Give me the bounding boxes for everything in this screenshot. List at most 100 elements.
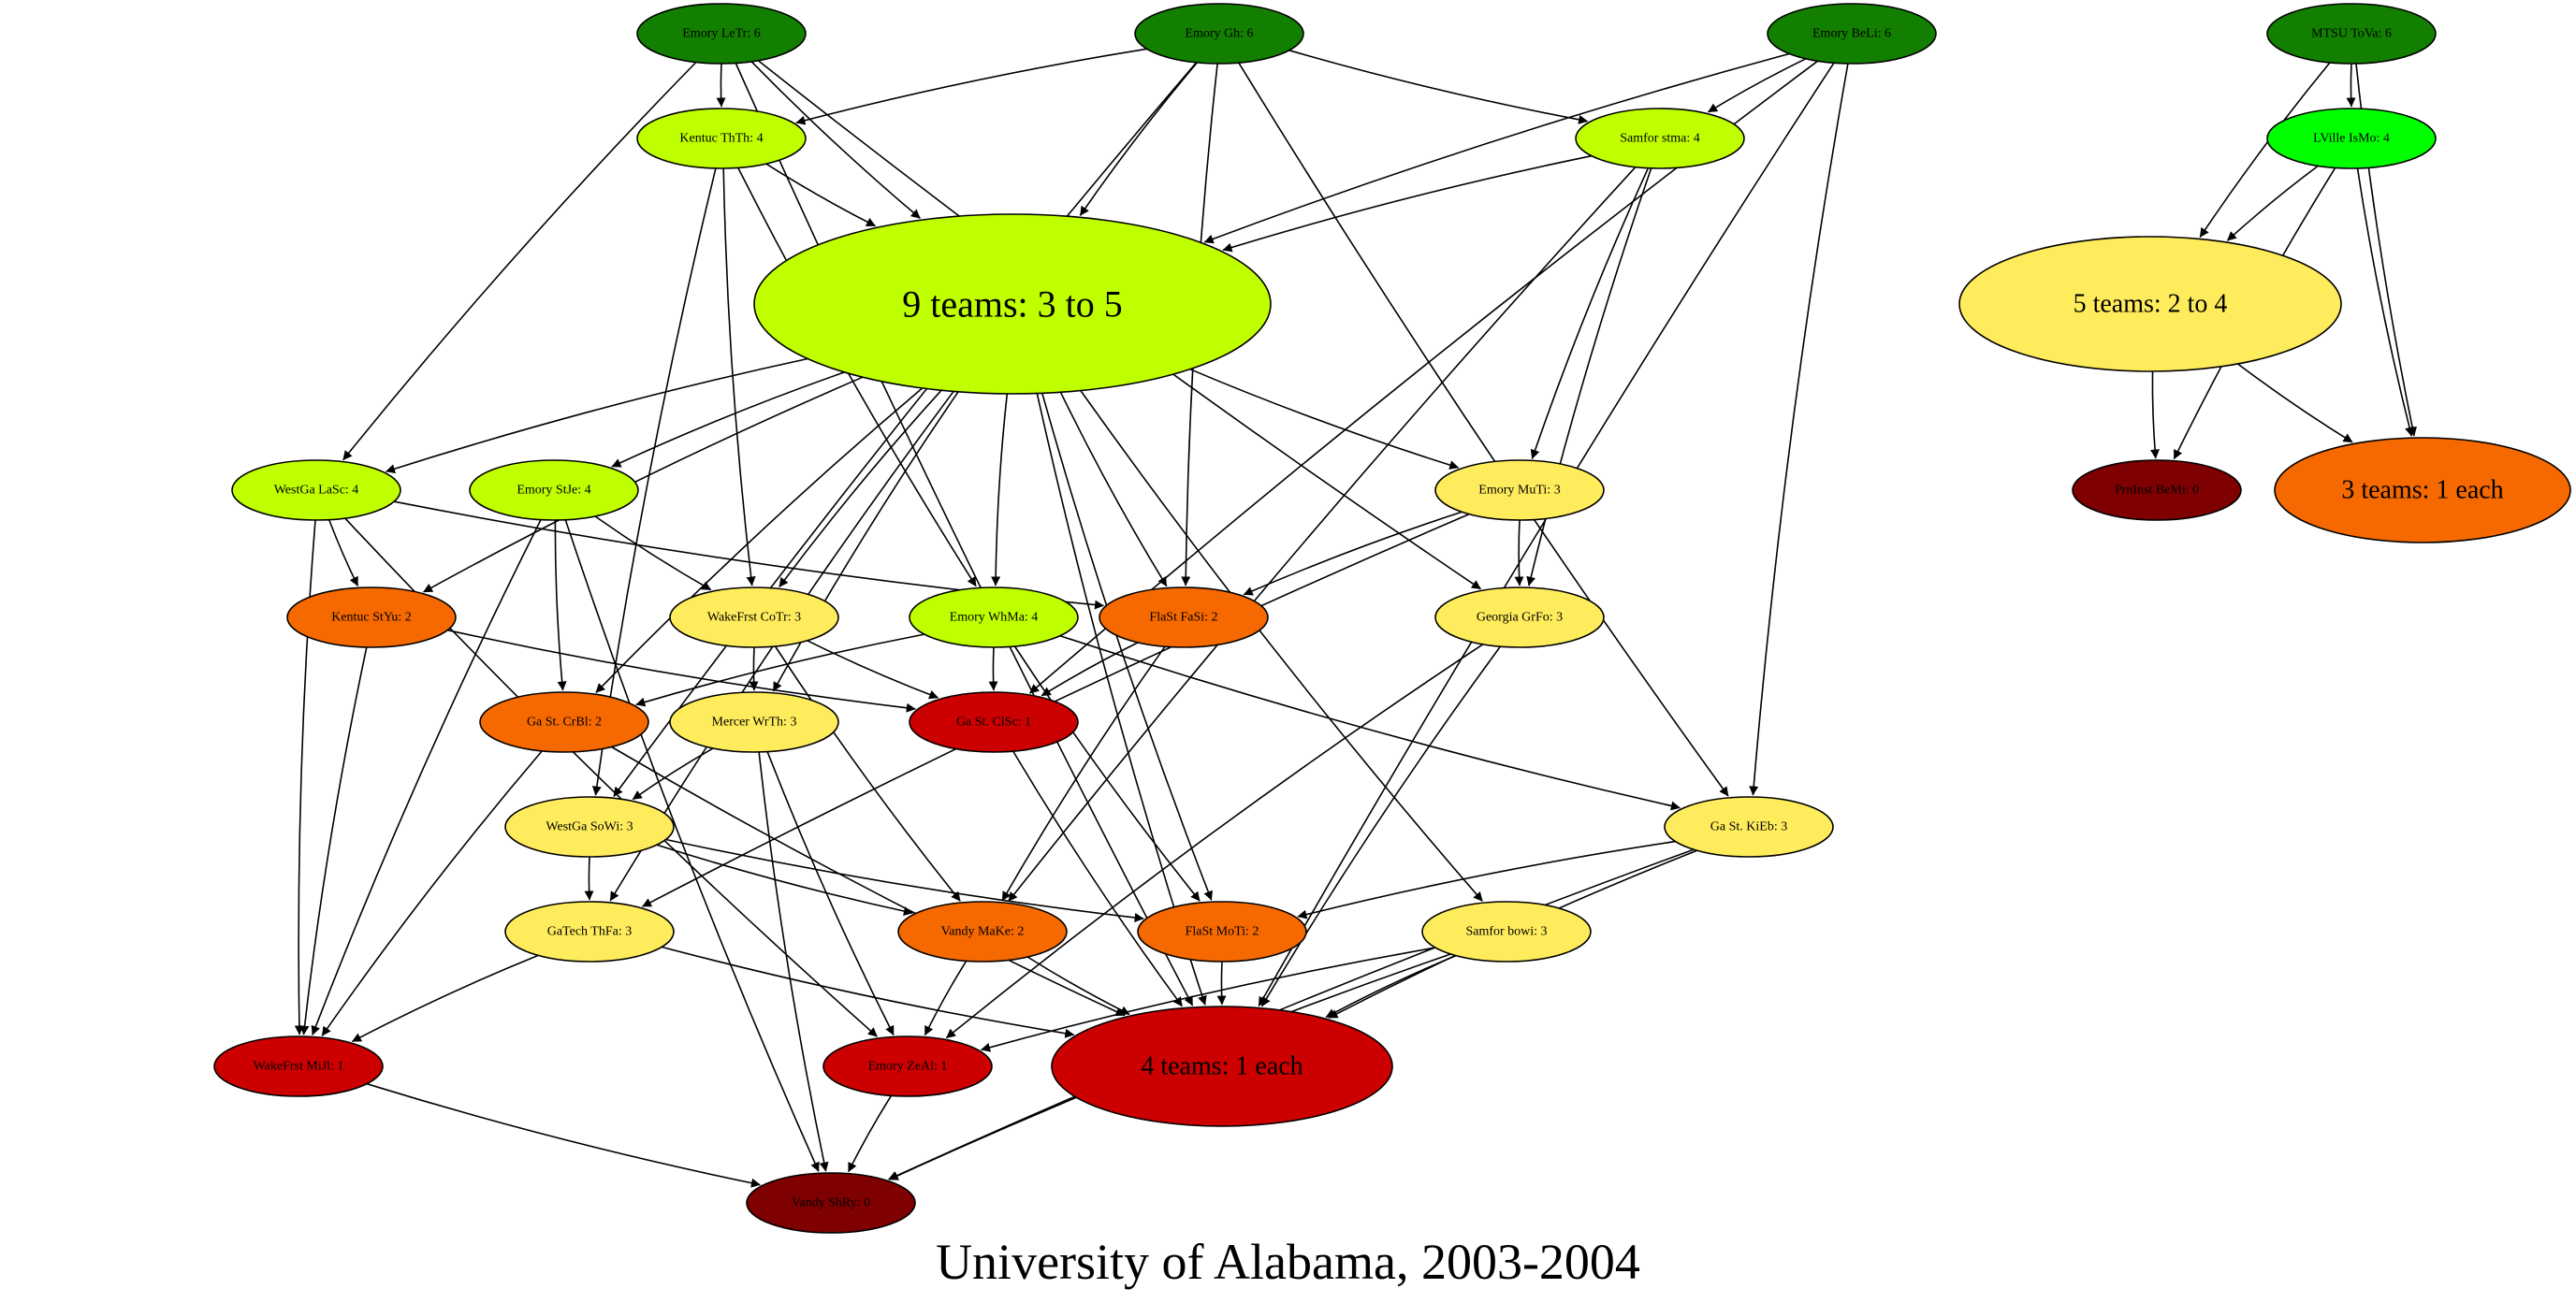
- node-muti-label: Emory MuTi: 3: [1478, 484, 1560, 498]
- node-letr-label: Emory LeTr: 6: [682, 27, 760, 41]
- edge-thth-to-cotr: [722, 167, 756, 586]
- node-zeal-shape: [822, 1035, 993, 1097]
- node-big5-label: 5 teams: 2 to 4: [2074, 290, 2228, 319]
- edge-big9-to-muti: [1189, 368, 1460, 470]
- node-mijl-label: WakeFrst MiJl: 1: [254, 1060, 344, 1074]
- edge-letr-to-thth: [716, 63, 726, 108]
- edge-big9-to-lasc: [386, 357, 808, 473]
- node-lasc-label: WestGa LaSc: 4: [274, 484, 359, 498]
- edge-thth-to-whma: [737, 167, 977, 587]
- edge-stma-to-make: [1008, 166, 1637, 903]
- node-sowi-shape: [504, 796, 675, 858]
- edge-beli-to-big4: [1258, 62, 1835, 1006]
- node-wrth: Mercer WrTh: 3: [669, 691, 839, 753]
- node-tova: MTSU ToVa: 6: [2266, 3, 2437, 65]
- node-clsc: Ga St. ClSc: 1: [909, 691, 1079, 753]
- node-gh: Emory Gh: 6: [1134, 3, 1304, 65]
- node-kieb-shape: [1664, 796, 1834, 858]
- graph-caption: University of Alabama, 2003-2004: [936, 1234, 1640, 1290]
- edge-beli-to-kieb: [1749, 63, 1849, 796]
- node-lasc: WestGa LaSc: 4: [231, 459, 401, 521]
- node-big9: 9 teams: 3 to 5: [753, 213, 1272, 395]
- node-cotr-label: WakeFrst CoTr: 3: [707, 611, 801, 625]
- node-thth-shape: [636, 108, 807, 169]
- edge-stje-to-crbl: [554, 519, 567, 691]
- node-big3: 3 teams: 1 each: [2274, 437, 2571, 543]
- edge-big5-to-big3: [2237, 363, 2353, 443]
- edge-letr-to-big9: [750, 61, 921, 220]
- node-zeal: Emory ZeAl: 1: [822, 1035, 993, 1097]
- edge-mijl-to-shry: [366, 1082, 761, 1188]
- node-shry-label: Vandy ShRy: 0: [792, 1196, 870, 1210]
- edge-clsc-to-big4: [1012, 750, 1184, 1007]
- edge-big5-to-bemi: [2150, 370, 2160, 459]
- edge-big9-to-styu: [423, 376, 864, 593]
- node-letr-shape: [636, 3, 807, 65]
- node-big5-shape: [1958, 236, 2342, 372]
- node-make-label: Vandy MaKe: 2: [941, 925, 1025, 939]
- node-make: Vandy MaKe: 2: [897, 901, 1068, 963]
- node-fasi: FlaSt FaSi: 2: [1099, 586, 1269, 648]
- edge-wrth-to-sowi: [632, 747, 714, 801]
- node-styu-label: Kentuc StYu: 2: [331, 611, 412, 625]
- edge-lasc-to-styu: [327, 519, 359, 586]
- node-big3-shape: [2274, 437, 2571, 543]
- edge-grfo-to-big4: [1260, 645, 1502, 1007]
- node-big4-label: 4 teams: 1 each: [1141, 1052, 1303, 1081]
- node-big4: 4 teams: 1 each: [1051, 1006, 1393, 1127]
- edge-sowi-to-make: [656, 844, 913, 916]
- edge-big9-to-whma: [991, 393, 1009, 586]
- edge-big9-to-moti: [1041, 393, 1213, 901]
- edge-wrth-to-shry: [758, 751, 829, 1172]
- node-stje-shape: [469, 459, 639, 521]
- edge-whma-to-moti: [1013, 645, 1201, 902]
- node-moti-label: FlaSt MoTi: 2: [1186, 925, 1259, 939]
- edge-bowi-to-big4: [1325, 954, 1457, 1019]
- node-bemi-label: PrnInst BeMi: 0: [2115, 484, 2199, 498]
- node-stje: Emory StJe: 4: [469, 459, 639, 521]
- edge-bowi-to-zeal: [981, 947, 1436, 1052]
- node-gh-label: Emory Gh: 6: [1185, 27, 1253, 41]
- node-whma: Emory WhMa: 4: [909, 586, 1079, 648]
- edge-thfa-to-big4: [661, 946, 1075, 1038]
- node-bowi-shape: [1421, 901, 1592, 963]
- edge-thth-to-big9: [765, 163, 877, 227]
- edge-beli-to-big9: [1203, 52, 1790, 244]
- edge-big9-to-stje: [611, 371, 845, 468]
- edge-whma-to-crbl: [635, 633, 924, 707]
- edge-big9-to-crbl: [595, 387, 924, 693]
- edge-big9-to-wrth: [772, 391, 959, 692]
- node-sowi-label: WestGa SoWi: 3: [546, 820, 633, 834]
- edge-muti-to-grfo: [1514, 519, 1524, 586]
- node-thth-label: Kentuc ThTh: 4: [679, 132, 763, 146]
- node-cotr-shape: [669, 586, 839, 648]
- node-lasc-shape: [231, 459, 401, 521]
- edge-fasi-to-clsc: [1041, 642, 1139, 697]
- node-crbl-shape: [479, 691, 649, 753]
- node-big5: 5 teams: 2 to 4: [1958, 236, 2342, 372]
- node-beli: Emory BeLi: 6: [1767, 3, 1937, 65]
- edge-styu-to-clsc: [447, 629, 916, 713]
- node-grfo-label: Georgia GrFo: 3: [1477, 611, 1563, 625]
- edge-isMo-to-big3: [2356, 167, 2414, 437]
- edge-stma-to-muti: [1530, 167, 1650, 459]
- node-big3-label: 3 teams: 1 each: [2341, 476, 2503, 505]
- edge-muti-to-fasi: [1243, 511, 1463, 596]
- edge-big9-to-cotr: [779, 389, 942, 587]
- edge-crbl-to-mijl: [321, 750, 543, 1036]
- node-moti: FlaSt MoTi: 2: [1137, 901, 1307, 963]
- node-wrth-shape: [669, 691, 839, 753]
- edge-crbl-to-big4: [611, 746, 1126, 1017]
- node-fasi-label: FlaSt FaSi: 2: [1149, 611, 1217, 625]
- edge-kieb-to-moti: [1297, 840, 1676, 919]
- node-styu-shape: [286, 586, 457, 648]
- node-big9-label: 9 teams: 3 to 5: [902, 283, 1123, 326]
- edge-big9-to-fasi: [1059, 391, 1168, 587]
- edge-grfo-to-zeal: [945, 644, 1484, 1039]
- edge-gh-to-kieb: [1238, 62, 1729, 797]
- node-crbl: Ga St. CrBl: 2: [479, 691, 649, 753]
- edge-stma-to-big9: [1222, 154, 1593, 253]
- edge-stje-to-shry: [564, 519, 820, 1172]
- edge-make-to-big4: [1026, 956, 1130, 1016]
- node-mijl: WakeFrst MiJl: 1: [213, 1035, 384, 1097]
